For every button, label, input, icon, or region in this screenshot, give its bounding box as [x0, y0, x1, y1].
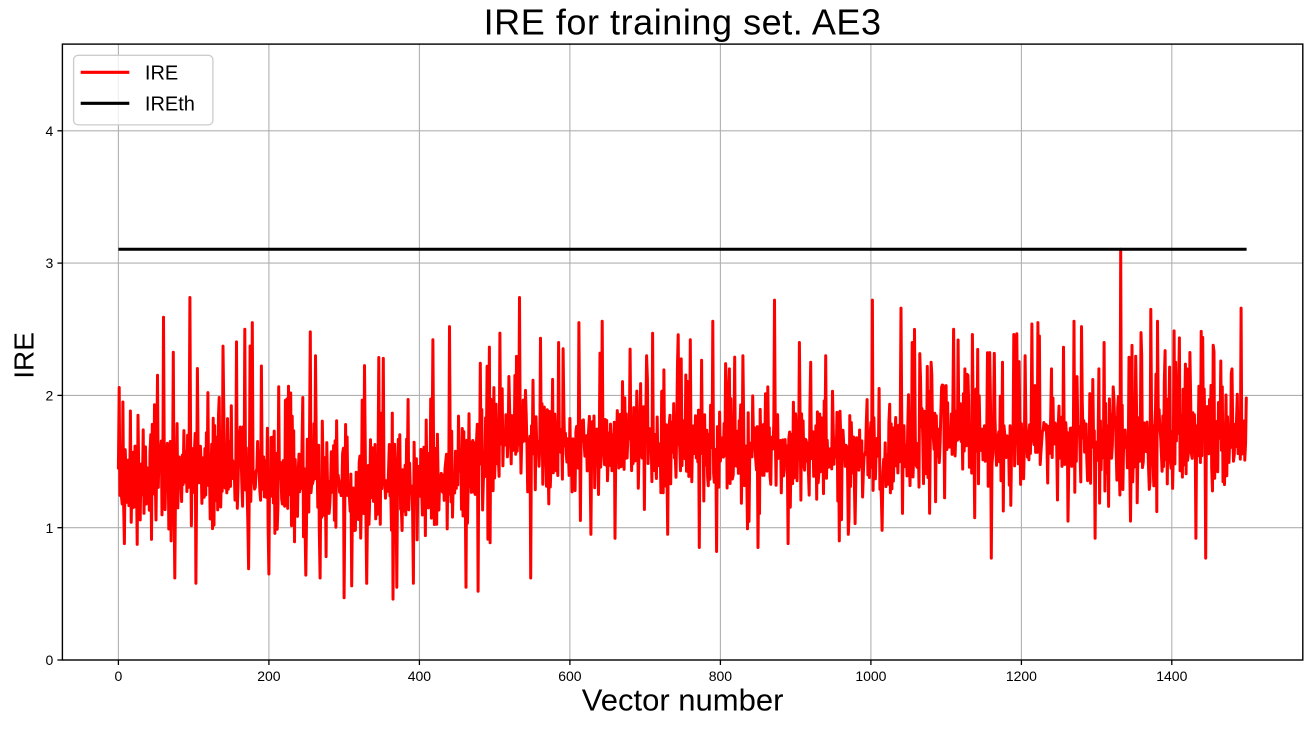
svg-text:0: 0 — [46, 652, 54, 668]
svg-text:1: 1 — [46, 520, 54, 536]
svg-text:1200: 1200 — [1006, 668, 1037, 684]
svg-text:IRE for training set. AE3: IRE for training set. AE3 — [484, 2, 882, 43]
svg-text:800: 800 — [709, 668, 733, 684]
svg-text:0: 0 — [115, 668, 123, 684]
svg-text:600: 600 — [558, 668, 582, 684]
svg-text:3: 3 — [46, 255, 54, 271]
svg-text:2: 2 — [46, 388, 54, 404]
svg-text:400: 400 — [408, 668, 432, 684]
svg-text:IRE: IRE — [9, 332, 40, 379]
svg-text:1400: 1400 — [1156, 668, 1187, 684]
svg-text:1000: 1000 — [855, 668, 886, 684]
svg-text:4: 4 — [46, 123, 54, 139]
svg-text:IRE: IRE — [145, 63, 178, 85]
svg-text:200: 200 — [257, 668, 281, 684]
svg-text:IREth: IREth — [145, 94, 195, 116]
svg-text:Vector number: Vector number — [582, 683, 784, 718]
